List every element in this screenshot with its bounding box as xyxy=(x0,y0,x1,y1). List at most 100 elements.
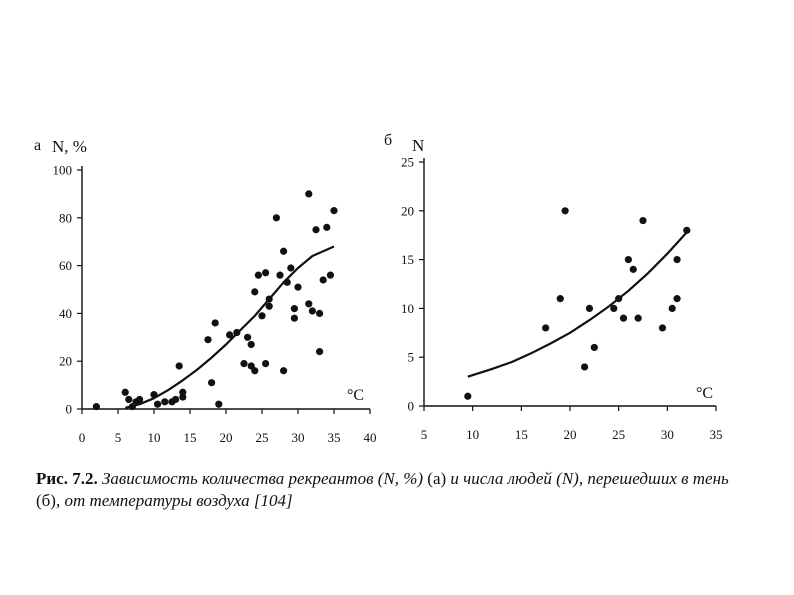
panel-b-data-point xyxy=(581,363,589,371)
panel-a-data-point xyxy=(244,333,252,341)
panel-a-data-point xyxy=(251,288,259,296)
panel-a-data-point xyxy=(280,247,288,255)
panel-a-data-point xyxy=(305,190,313,198)
panel-a-letter: а xyxy=(34,137,41,154)
panel-a-data-point xyxy=(251,367,259,375)
panel-b-data-point xyxy=(542,324,550,332)
panel-a-x-tick-label: 10 xyxy=(148,430,161,445)
panel-b-data-point xyxy=(673,295,681,303)
caption-part-2: и числа людей (N), перешедших в тень xyxy=(446,469,729,488)
panel-b-y-tick-label: 20 xyxy=(401,203,414,218)
panel-a-data-point xyxy=(179,388,187,396)
panel-a-data-point xyxy=(316,348,324,356)
panel-b-x-tick-label: 25 xyxy=(612,427,625,442)
panel-a-data-point xyxy=(247,340,255,349)
figure-caption: Рис. 7.2. Зависимость количества рекреан… xyxy=(36,468,736,512)
panel-a-data-point xyxy=(276,271,284,279)
panel-a-data-point xyxy=(280,367,288,375)
caption-label: Рис. 7.2. xyxy=(36,469,98,488)
panel-a-data-point xyxy=(290,305,298,313)
panel-a-x-tick-label: 5 xyxy=(115,430,122,445)
panel-a-x-tick-label: 0 xyxy=(79,430,86,445)
panel-a-data-point xyxy=(215,400,223,408)
panel-a-data-point xyxy=(312,226,320,234)
panel-b-y-tick-label: 5 xyxy=(408,350,415,365)
panel-a-data-point xyxy=(308,307,316,315)
panel-b-data-point xyxy=(629,265,637,273)
panel-b-y-tick-label: 0 xyxy=(408,399,415,414)
panel-a-data-point xyxy=(290,314,298,322)
panel-b-data-point xyxy=(668,304,676,312)
panel-b-x-tick-label: 30 xyxy=(661,427,674,442)
panel-a-data-point xyxy=(294,283,302,291)
panel-b-data-point xyxy=(624,256,633,264)
caption-part-1: Зависимость количества рекреантов (N, %) xyxy=(97,469,428,488)
panel-b-data-point xyxy=(634,314,642,322)
panel-b-y-tick-label: 15 xyxy=(401,252,414,267)
panel-a-data-point xyxy=(92,403,100,411)
panel-b-letter: б xyxy=(384,132,392,149)
panel-a-data-point xyxy=(136,395,144,404)
panel-b-data-point xyxy=(610,304,618,312)
panel-b-data-point xyxy=(585,304,594,312)
panel-b-data-point xyxy=(639,216,647,225)
panel-a-x-tick-label: 25 xyxy=(256,430,269,445)
panel-a-y-tick-label: 100 xyxy=(53,163,73,178)
panel-a-data-point xyxy=(316,309,324,317)
panel-a-data-point xyxy=(208,379,216,387)
panel-b-data-point xyxy=(673,256,681,264)
panel-a-x-tick-label: 15 xyxy=(184,430,197,445)
panel-a-trend-line xyxy=(124,245,335,409)
panel-a-x-tick-label: 30 xyxy=(292,430,305,445)
panel-a-data-point xyxy=(154,400,162,408)
panel-a-y-tick-label: 40 xyxy=(59,306,72,321)
panel-b-data-point xyxy=(590,343,598,352)
panel-b-data-point xyxy=(556,295,564,303)
caption-mark-b: (б) xyxy=(36,491,56,510)
panel-a-data-point xyxy=(175,362,183,370)
panel-b-y-tick-label: 25 xyxy=(401,155,414,170)
panel-b-x-tick-label: 5 xyxy=(421,427,428,442)
panel-a-x-tick-label: 40 xyxy=(364,430,377,445)
panel-b-data-point xyxy=(464,392,472,400)
panel-a-data-point xyxy=(121,388,129,396)
panel-a-data-point xyxy=(305,300,313,308)
chart-panel-a: а N, % °C 0 5 10 15 20 25 30 35 40 0 20 40 60 80 100 xyxy=(34,137,377,445)
panel-a-y-axis-title: N, % xyxy=(52,137,87,156)
panel-a-data-point xyxy=(323,223,331,231)
panel-a-data-point xyxy=(240,359,248,368)
panel-a-y-tick-label: 80 xyxy=(59,210,72,225)
panel-a-x-tick-label: 35 xyxy=(328,430,341,445)
panel-a-data-point xyxy=(262,269,270,277)
panel-a-y-tick-label: 0 xyxy=(66,402,73,417)
panel-a-x-tick-label: 20 xyxy=(220,430,233,445)
panel-a-data-point xyxy=(265,302,273,310)
panel-b-trend-line xyxy=(467,231,688,378)
panel-a-data-point xyxy=(326,271,334,279)
panel-a-y-tick-label: 20 xyxy=(59,354,72,369)
panel-b-x-tick-label: 15 xyxy=(515,427,528,442)
panel-a-data-point xyxy=(262,359,270,368)
caption-part-3: , от температуры воздуха [104] xyxy=(55,491,293,510)
panel-a-data-point xyxy=(125,395,133,404)
panel-b-data-point xyxy=(561,207,569,215)
panel-b-x-tick-label: 10 xyxy=(466,427,479,442)
panel-b-y-axis-title: N xyxy=(412,136,424,155)
panel-a-data-point xyxy=(172,395,180,404)
panel-a-data-point xyxy=(330,207,338,215)
panel-b-data-point xyxy=(658,324,667,332)
panel-a-data-point xyxy=(287,264,295,272)
caption-mark-a: (а) xyxy=(427,469,447,488)
panel-a-data-point xyxy=(204,336,212,344)
panel-a-data-point xyxy=(161,398,169,406)
panel-b-x-tick-label: 20 xyxy=(564,427,577,442)
panel-a-data-point xyxy=(258,312,266,320)
panel-a-data-point xyxy=(254,271,262,279)
panel-a-data-point xyxy=(319,276,327,284)
panel-a-y-tick-label: 60 xyxy=(59,258,72,273)
panel-b-x-tick-label: 35 xyxy=(710,427,723,442)
panel-a-x-axis-unit: °C xyxy=(347,387,364,404)
panel-a-data-point xyxy=(211,319,219,327)
panel-a-data-point xyxy=(226,331,234,339)
